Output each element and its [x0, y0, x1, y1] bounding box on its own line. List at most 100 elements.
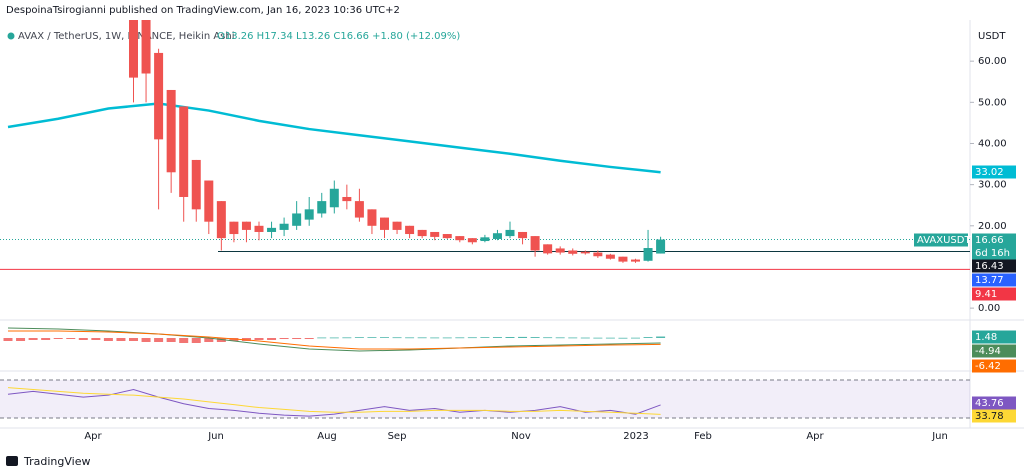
x-tick-label: Nov	[511, 431, 531, 442]
macd-histogram-bar	[292, 338, 302, 339]
level-tag: 13.77	[975, 275, 1004, 286]
candle-body	[354, 201, 364, 218]
macd-histogram-bar	[405, 337, 415, 339]
level-tag: 9.41	[975, 289, 997, 300]
last-price-tag: 16.66	[975, 235, 1004, 246]
x-tick-label: Jun	[931, 431, 948, 442]
y-tick-label: 40.00	[978, 138, 1007, 149]
rsi-tag-bg	[972, 396, 1016, 410]
candle-body	[292, 213, 302, 226]
candle-body	[392, 221, 402, 230]
y-tick-label: 60.00	[978, 56, 1007, 67]
macd-histogram-bar	[392, 337, 402, 339]
macd-histogram-bar	[254, 338, 264, 340]
candle-body	[166, 89, 176, 173]
macd-hist-tag: 1.48	[975, 332, 997, 343]
macd-histogram-bar	[605, 337, 615, 339]
candle-body	[417, 229, 427, 237]
macd-histogram-bar	[593, 337, 603, 339]
y-tick-label: 20.00	[978, 221, 1007, 232]
level-tag-bg	[972, 259, 1016, 273]
x-tick-label: Feb	[694, 431, 712, 442]
candle-body	[380, 217, 389, 230]
macd-histogram-bar	[380, 337, 389, 338]
macd-tag: -4.94	[975, 346, 1001, 357]
level-tag: 16.43	[975, 261, 1004, 272]
macd-tag: -6.42	[975, 361, 1001, 372]
candle-body	[367, 209, 377, 226]
last-price-tag-bg	[972, 233, 1016, 247]
candle-body	[216, 201, 226, 239]
candle-body	[329, 188, 339, 208]
macd-histogram-bar	[656, 336, 666, 338]
x-tick-label: 2023	[623, 431, 648, 442]
candle-body	[467, 238, 477, 243]
macd-histogram-bar	[492, 337, 502, 338]
candle-body	[492, 233, 502, 239]
x-tick-label: Jun	[207, 431, 224, 442]
macd-histogram-bar	[430, 337, 440, 339]
candle-body	[254, 225, 264, 232]
macd-line	[8, 330, 661, 350]
level-tag-bg	[972, 287, 1016, 301]
macd-histogram-bar	[329, 337, 339, 339]
candle-body	[530, 236, 540, 251]
candle-body	[229, 221, 239, 235]
logo-icon	[6, 456, 18, 466]
rsi-line	[7, 387, 661, 415]
candle-body	[204, 180, 214, 222]
macd-histogram-bar	[3, 338, 13, 341]
macd-histogram-bar	[129, 338, 138, 341]
candle-body	[543, 244, 553, 254]
axis-unit: USDT	[978, 31, 1006, 42]
candle-body	[191, 159, 201, 210]
macd-histogram-bar	[103, 338, 113, 341]
macd-histogram-bar	[467, 337, 477, 339]
rsi-band	[0, 379, 970, 418]
macd-histogram-bar	[367, 337, 377, 338]
candle-body	[518, 231, 528, 239]
macd-histogram-bar	[417, 337, 427, 339]
x-tick-label: Sep	[388, 431, 407, 442]
moving-average	[7, 102, 661, 174]
macd-histogram-bar	[304, 338, 314, 339]
macd-histogram-bar	[618, 337, 628, 339]
macd-histogram-bar	[631, 337, 640, 339]
candle-body	[342, 196, 352, 202]
candle-body	[455, 236, 465, 241]
macd-histogram-bar	[342, 337, 352, 339]
macd-histogram-bar	[568, 337, 578, 339]
rsi-tag: 33.78	[975, 411, 1004, 422]
macd-histogram-bar	[116, 338, 126, 341]
candle-body	[154, 52, 164, 140]
candle-body	[643, 248, 653, 261]
candle-body	[442, 234, 452, 239]
macd-histogram-bar	[530, 337, 540, 338]
macd-tag-bg	[972, 344, 1016, 358]
countdown-tag: 6d 16h	[975, 248, 1010, 259]
macd-histogram-bar	[543, 337, 553, 339]
macd-histogram-bar	[279, 338, 289, 339]
candle-body	[656, 239, 666, 254]
macd-line	[7, 327, 661, 352]
symbol-tag-bg	[914, 233, 968, 247]
macd-histogram-bar	[78, 338, 88, 340]
candle-body	[241, 221, 251, 230]
macd-histogram-bar	[204, 338, 214, 342]
macd-histogram-bar	[455, 337, 465, 339]
candle-body	[279, 223, 289, 230]
candle-body	[317, 201, 327, 214]
macd-histogram-bar	[480, 337, 490, 338]
macd-hist-tag-bg	[972, 330, 1016, 344]
candle-body	[555, 248, 565, 253]
rsi-line	[7, 388, 661, 417]
candle-body	[631, 259, 640, 262]
countdown-tag-bg	[972, 246, 1016, 260]
x-tick-label: Apr	[84, 431, 102, 442]
candle-body	[304, 209, 314, 220]
macd-histogram-bar	[41, 338, 51, 340]
macd-histogram-bar	[267, 338, 277, 340]
candle-body	[505, 229, 515, 237]
